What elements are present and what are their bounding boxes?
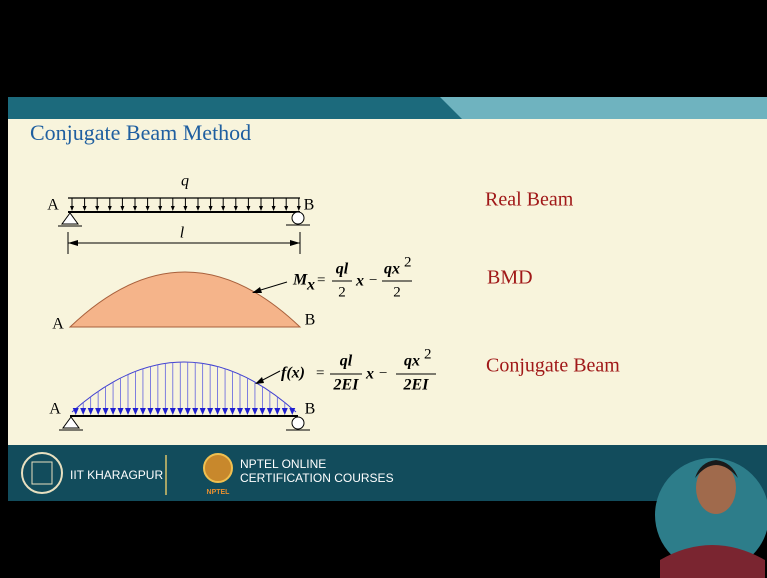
eq-sub: x: [306, 277, 315, 294]
nptel-logo-text: NPTEL: [207, 489, 231, 496]
slide-frame: Conjugate Beam Method q A B l Real Beam …: [0, 0, 767, 578]
roller-support: [292, 417, 304, 429]
eq-sign: =: [316, 365, 324, 381]
slide-title: Conjugate Beam Method: [30, 120, 251, 145]
eq-var: x: [365, 366, 374, 383]
institute-name: IIT KHARAGPUR: [70, 468, 163, 482]
roller-support: [292, 212, 304, 224]
load-label: q: [181, 173, 189, 190]
eq-num: qx: [404, 353, 420, 370]
eq-minus: −: [369, 272, 377, 288]
real-beam-label: Real Beam: [485, 189, 574, 211]
support-label: A: [49, 401, 61, 418]
nptel-logo: [204, 454, 232, 482]
eq-den: 2: [393, 284, 401, 300]
eq-minus: −: [379, 365, 387, 381]
support-label: B: [304, 197, 315, 214]
support-label: A: [47, 197, 59, 214]
span-label: l: [180, 225, 185, 242]
bmd-label: BMD: [487, 267, 533, 289]
eq-num: qx: [384, 261, 400, 278]
program-line: CERTIFICATION COURSES: [240, 471, 394, 485]
eq-var: x: [355, 273, 364, 290]
eq-den: 2: [338, 284, 346, 300]
eq-den: 2EI: [333, 377, 360, 394]
eq-sign: =: [317, 272, 325, 288]
header-accent: [440, 97, 767, 119]
support-label: B: [305, 401, 316, 418]
support-label: B: [305, 312, 316, 329]
eq-num: ql: [336, 261, 349, 278]
presenter-video: [655, 458, 767, 578]
eq-exp: 2: [424, 346, 432, 362]
support-label: A: [52, 316, 64, 333]
eq-den: 2EI: [403, 377, 430, 394]
eq-num: ql: [340, 353, 353, 370]
eq-lhs: f(x): [281, 365, 305, 382]
eq-lhs: M: [292, 272, 308, 289]
slide-body: [8, 119, 767, 445]
conjugate-label: Conjugate Beam: [486, 355, 620, 377]
program-line: NPTEL ONLINE: [240, 457, 326, 471]
eq-exp: 2: [404, 254, 412, 270]
